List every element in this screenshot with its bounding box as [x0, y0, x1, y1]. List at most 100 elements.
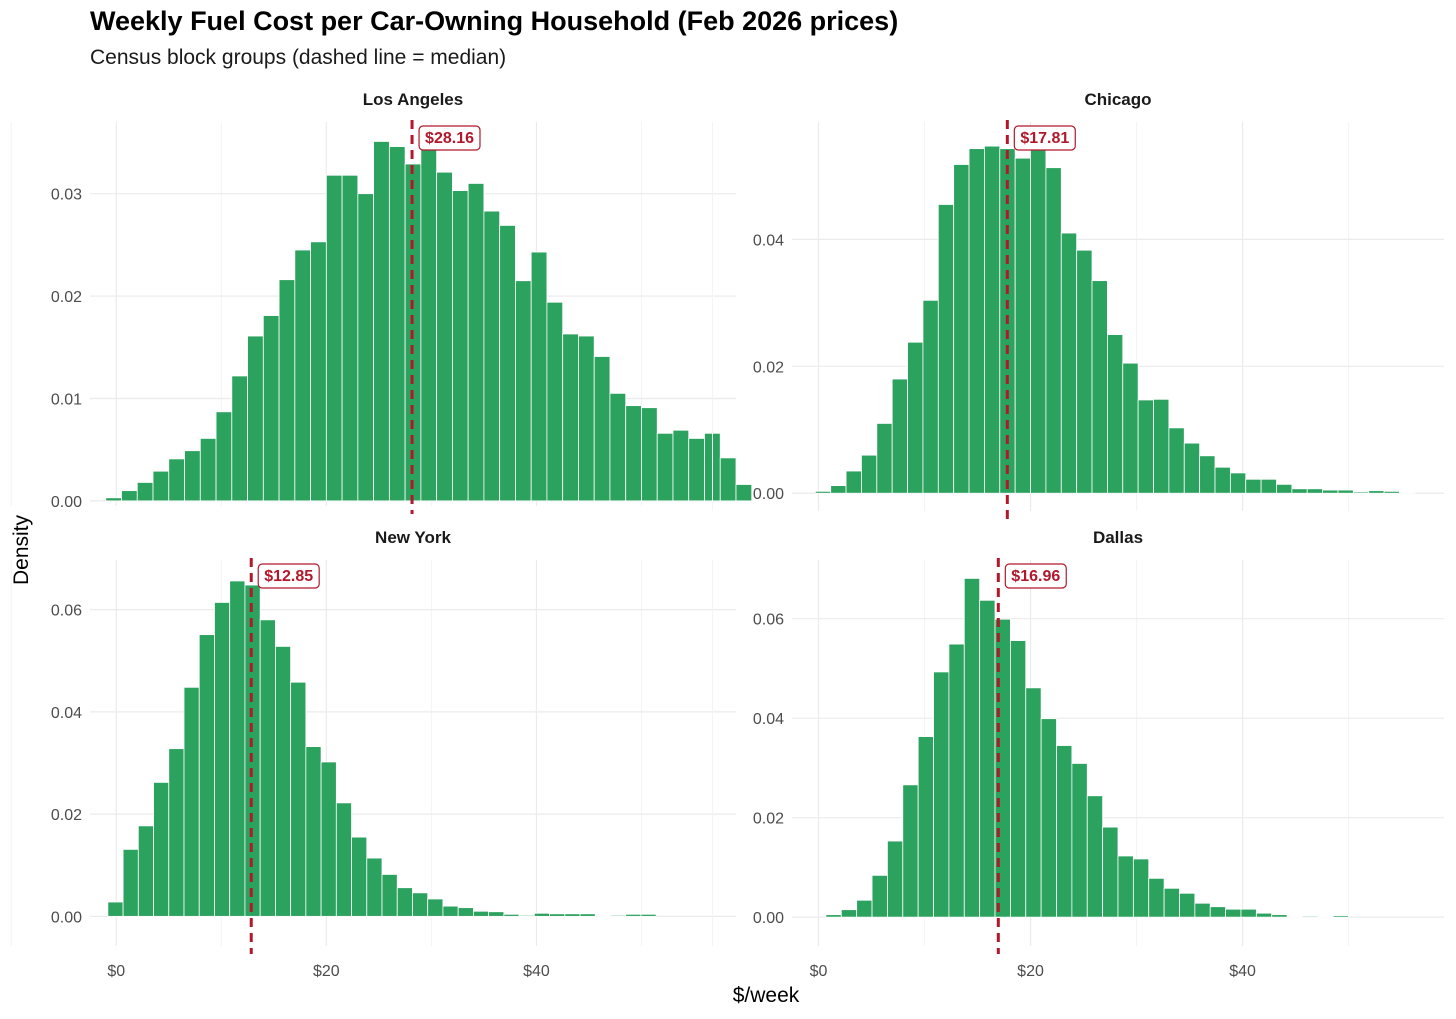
median-label: $12.85 — [264, 568, 313, 585]
histogram-bar — [168, 458, 185, 502]
histogram-bar — [357, 193, 375, 502]
histogram-bar — [278, 279, 296, 502]
histogram-bar — [948, 643, 965, 918]
histogram-bar — [1076, 249, 1093, 494]
histogram-bar — [457, 907, 474, 917]
y-tick-label: 0.02 — [753, 359, 784, 376]
histogram-bar — [1045, 167, 1062, 494]
histogram-bar — [451, 190, 469, 502]
histogram-bar — [1106, 334, 1124, 494]
histogram-bar — [467, 183, 485, 502]
histogram-bar — [1229, 472, 1247, 494]
histogram-bar — [488, 911, 505, 917]
histogram-bar — [396, 887, 413, 917]
histogram-bar — [1148, 877, 1165, 918]
histogram-bar — [1368, 490, 1385, 494]
histogram-bar — [688, 438, 705, 502]
x-tick-label: $0 — [810, 963, 828, 980]
histogram-bar — [1060, 232, 1078, 494]
y-tick-label: 0.06 — [753, 612, 784, 629]
histogram-bar — [294, 249, 311, 502]
histogram-bar — [876, 423, 893, 494]
histogram-bar — [953, 164, 970, 494]
x-tick-label: $20 — [1017, 963, 1044, 980]
histogram-bar — [861, 454, 878, 494]
histogram-bar — [420, 141, 438, 502]
histogram-bar — [546, 301, 564, 502]
histogram-bar — [515, 280, 532, 502]
histogram-bar — [1014, 157, 1031, 494]
histogram-bar — [122, 848, 139, 917]
histogram-bar — [259, 619, 276, 917]
median-label-box — [1013, 125, 1076, 151]
histogram-bar — [290, 681, 307, 917]
histogram-bar — [1332, 915, 1349, 918]
histogram-bar — [1255, 912, 1273, 918]
x-axis-label: $/week — [732, 984, 800, 1007]
y-tick-label: 0.00 — [51, 909, 82, 926]
histogram-bar — [1009, 640, 1027, 918]
histogram-bar — [825, 914, 842, 918]
histogram-bar — [1030, 136, 1047, 494]
histogram-bar — [963, 578, 981, 918]
histogram-bar — [1071, 763, 1088, 918]
histogram-bar — [887, 840, 904, 918]
histogram-bar — [656, 432, 674, 502]
y-tick-label: 0.00 — [753, 486, 784, 503]
histogram-bar — [215, 411, 233, 502]
panel-new-york: New York 0.00 0.02 0.04 0.06 $0 $20 $40 $12.85 — [10, 528, 736, 980]
chart-title: Weekly Fuel Cost per Car-Owning Househol… — [90, 6, 899, 36]
histogram-bar — [351, 836, 368, 917]
histogram-bar — [499, 225, 516, 502]
histogram-bar — [579, 913, 596, 917]
histogram-bar — [609, 392, 627, 502]
histogram-bar — [198, 634, 215, 917]
median-label: $16.96 — [1011, 568, 1060, 585]
histogram-bar — [1399, 492, 1416, 494]
histogram-bar — [121, 490, 138, 502]
y-tick-label: 0.04 — [753, 711, 784, 728]
histogram-bar — [1137, 399, 1154, 494]
histogram-bar — [472, 910, 490, 917]
histogram-bar — [442, 905, 459, 917]
panel-los-angeles: Los Angeles 0.00 0.01 0.02 0.03 $28.16 — [10, 90, 753, 514]
panel-title: New York — [375, 528, 451, 547]
histogram-bar — [1260, 478, 1277, 494]
histogram-bar — [1122, 362, 1139, 494]
histogram-bar — [229, 580, 246, 917]
histogram-bar — [262, 315, 280, 502]
histogram-bar — [625, 913, 642, 917]
histogram-bar — [381, 874, 398, 917]
histogram-bar — [1168, 427, 1185, 494]
histogram-bar — [1225, 908, 1242, 918]
median-label-box — [257, 563, 320, 589]
histogram-bar — [1383, 490, 1400, 494]
histogram-bar — [1302, 915, 1319, 918]
histogram-bar — [1291, 488, 1308, 494]
median-label-box — [1004, 563, 1067, 589]
histogram-bar — [845, 470, 862, 494]
histogram-bar — [274, 646, 292, 917]
histogram-bar — [107, 901, 124, 917]
histogram-bar — [937, 204, 955, 494]
x-tick-label: $40 — [523, 963, 550, 980]
y-tick-label: 0.00 — [51, 494, 82, 511]
histogram-bar — [1306, 488, 1324, 494]
histogram-bar — [310, 241, 327, 502]
histogram-bar — [593, 356, 611, 502]
histogram-bar — [610, 914, 627, 917]
histogram-bar — [518, 914, 535, 917]
histogram-bar — [183, 686, 200, 917]
histogram-bar — [483, 210, 501, 502]
histogram-bar — [136, 482, 154, 502]
histogram-bar — [247, 335, 264, 502]
x-tick-label: $20 — [313, 963, 340, 980]
histogram-bar — [1163, 887, 1180, 918]
histogram-bar — [1337, 489, 1354, 494]
histogram-bar — [1240, 908, 1257, 918]
histogram-bar — [856, 899, 873, 918]
histogram-bar — [1271, 914, 1288, 918]
histogram-bar — [1209, 906, 1227, 918]
histogram-bar — [199, 438, 217, 502]
y-tick-label: 0.04 — [51, 705, 82, 722]
